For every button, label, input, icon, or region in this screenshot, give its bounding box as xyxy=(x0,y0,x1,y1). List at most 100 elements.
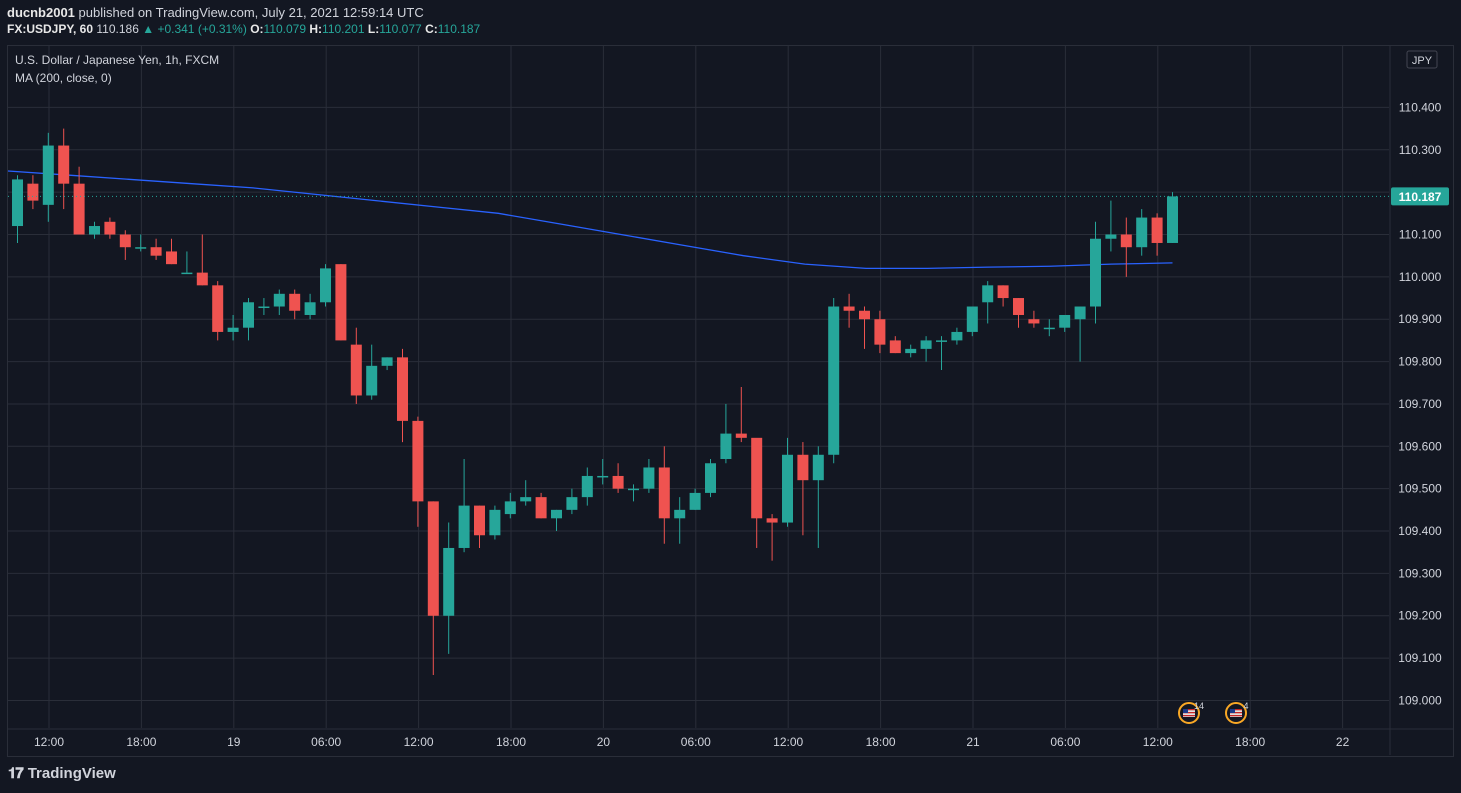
price-tick-label: 109.800 xyxy=(1398,355,1442,369)
currency-badge[interactable] xyxy=(1406,50,1438,69)
candle-body xyxy=(535,497,547,519)
candle-body xyxy=(1136,217,1148,248)
candle-body xyxy=(104,221,116,235)
tradingview-brand[interactable]: 𝟏𝟕 TradingView xyxy=(8,765,116,782)
grid xyxy=(8,46,1389,728)
candle-body xyxy=(320,268,331,303)
time-tick-label: 06:00 xyxy=(681,735,711,749)
candle-body xyxy=(936,340,947,342)
candle-body xyxy=(551,509,562,519)
time-tick-label: 12:00 xyxy=(1143,735,1173,749)
candle-body xyxy=(1151,217,1163,243)
price-tick-label: 110.400 xyxy=(1399,100,1442,114)
candle-body xyxy=(458,505,470,548)
price-axis[interactable]: 110.400110.300110.200110.100110.000109.9… xyxy=(8,46,1449,755)
candle-body xyxy=(119,234,131,248)
candle-body xyxy=(843,306,855,311)
last-price: 110.186 xyxy=(96,22,139,36)
candle-body xyxy=(196,272,208,286)
indicator-legend[interactable]: MA (200, close, 0) xyxy=(15,71,112,85)
price-tick-label: 109.200 xyxy=(1398,609,1442,623)
moving-average xyxy=(7,170,1173,270)
event-count: 4 xyxy=(1243,701,1248,711)
candle-body xyxy=(474,505,485,536)
candle-body xyxy=(366,365,378,396)
flag-stripe xyxy=(1230,712,1242,714)
candle-body xyxy=(720,433,732,460)
time-tick-label: 06:00 xyxy=(1050,735,1080,749)
candle-body xyxy=(397,357,408,421)
flag-stripe xyxy=(1183,709,1195,711)
candle-body xyxy=(797,454,809,481)
candle-body xyxy=(951,331,963,341)
candle-body xyxy=(905,348,917,354)
open-value: 110.079 xyxy=(263,22,307,36)
candle-body xyxy=(504,501,516,515)
time-tick-label: 12:00 xyxy=(773,735,803,749)
candle-body xyxy=(58,145,70,184)
candle-body xyxy=(812,454,824,481)
time-tick-label: 12:00 xyxy=(34,735,64,749)
flag-stripe xyxy=(1230,715,1242,717)
time-tick-label: 18:00 xyxy=(126,735,156,749)
last-price-badge[interactable] xyxy=(1391,187,1449,206)
candle-body xyxy=(12,179,23,227)
candle-body xyxy=(335,264,347,341)
high-value: 110.201 xyxy=(322,22,365,36)
close-value: 110.187 xyxy=(437,22,481,36)
price-tick-label: 109.100 xyxy=(1398,651,1442,665)
candle-body xyxy=(966,306,978,332)
close-label: C: xyxy=(425,22,438,36)
time-tick-label: 18:00 xyxy=(496,735,526,749)
candle-body xyxy=(612,475,624,489)
time-tick-label: 19 xyxy=(227,735,241,749)
candle-body xyxy=(705,463,716,493)
price-tick-label: 109.000 xyxy=(1398,693,1442,707)
candle-body xyxy=(89,226,100,235)
economic-events[interactable]: 14 4 xyxy=(1178,701,1249,724)
flag-canton xyxy=(1230,709,1235,713)
candle-body xyxy=(181,272,193,275)
candle-body xyxy=(751,437,763,519)
candles xyxy=(12,128,1178,676)
time-tick-label: 18:00 xyxy=(1235,735,1265,749)
candle-body xyxy=(212,285,224,332)
price-tick-label: 109.700 xyxy=(1398,397,1442,411)
time-tick-label: 18:00 xyxy=(866,735,896,749)
candle-body xyxy=(1059,314,1071,328)
candle-body xyxy=(766,518,778,523)
candle-body xyxy=(920,340,932,349)
open-label: O: xyxy=(250,22,264,36)
brand-label: TradingView xyxy=(27,765,116,782)
publish-info: ducnb2001 published on TradingView.com, … xyxy=(7,5,424,20)
price-tick-label: 110.000 xyxy=(1399,270,1442,284)
candle-body xyxy=(1105,234,1117,239)
low-value: 110.077 xyxy=(379,22,422,36)
candle-body xyxy=(489,509,501,536)
candle-body xyxy=(889,340,901,354)
symbol-legend[interactable]: U.S. Dollar / Japanese Yen, 1h, FXCM xyxy=(15,53,220,67)
candle-body xyxy=(1028,319,1040,324)
candle-body xyxy=(1090,238,1101,307)
time-tick-label: 21 xyxy=(966,735,980,749)
candle-body xyxy=(628,488,639,491)
time-tick-label: 12:00 xyxy=(404,735,434,749)
low-label: L: xyxy=(367,22,380,36)
candle-body xyxy=(443,547,455,616)
candle-body xyxy=(73,183,85,235)
high-label: H: xyxy=(309,22,323,36)
author-name[interactable]: ducnb2001 xyxy=(7,5,75,20)
candle-body xyxy=(42,145,54,205)
ohlc-header: FX:USDJPY, 60 110.186 ▲ +0.341 (+0.31%) … xyxy=(7,22,480,36)
candle-body xyxy=(1120,234,1132,248)
price-tick-label: 110.100 xyxy=(1399,228,1442,242)
time-axis[interactable]: 12:00 18:00 19 06:00 12:00 18:00 20 06:00 12:00 1… xyxy=(8,728,1453,749)
price-tick-label: 109.300 xyxy=(1398,566,1442,580)
flag-stripe xyxy=(1183,715,1195,717)
candle-body xyxy=(1013,298,1024,315)
candle-body xyxy=(273,293,285,307)
tradingview-logo-icon: 𝟏𝟕 xyxy=(8,765,24,782)
candle-body xyxy=(782,454,793,523)
candle-body xyxy=(304,302,316,315)
